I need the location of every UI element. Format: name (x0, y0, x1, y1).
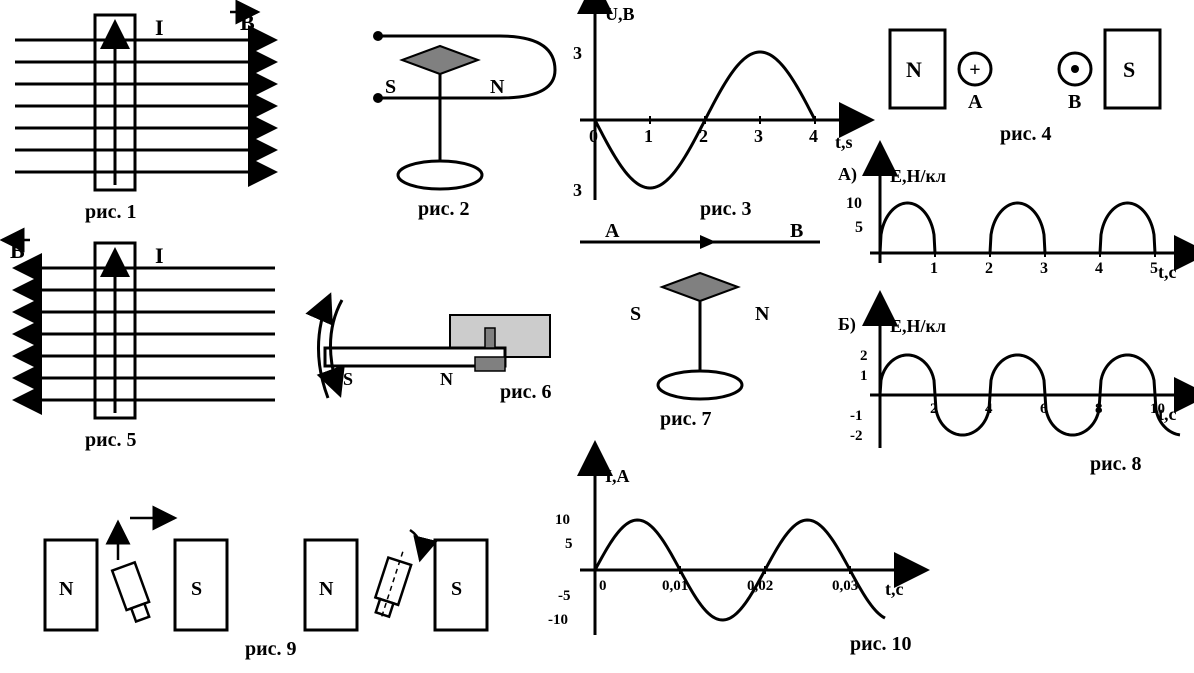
fig4-caption: рис. 4 (1000, 123, 1052, 145)
fig8B-yt-n1: -1 (850, 408, 863, 424)
svg-text:4: 4 (1095, 260, 1103, 277)
fig8A-yt-5: 5 (855, 219, 863, 236)
fig7-S-label: S (630, 303, 641, 325)
fig10-yt-n5: -5 (558, 588, 571, 604)
fig2-wire-loop (378, 36, 555, 98)
fig4-N-label: N (906, 57, 922, 82)
fig5-I-label: I (155, 243, 164, 268)
fig2-compass-base (398, 161, 482, 189)
fig5: I B рис. 5 (2, 238, 275, 451)
fig4: N S + A B рис. 4 (890, 30, 1160, 145)
fig9-R-S-label: S (451, 578, 462, 600)
svg-text:3: 3 (754, 126, 763, 146)
fig10-caption: рис. 10 (850, 633, 912, 655)
fig10-yt-5: 5 (565, 536, 573, 552)
fig4-A-label: A (968, 91, 983, 113)
fig3-caption: рис. 3 (700, 198, 752, 220)
fig6-slot (485, 328, 495, 348)
fig7-wire-arrowhead (700, 235, 716, 249)
fig7-N-label: N (755, 303, 770, 325)
fig2-compass-needle (402, 46, 478, 74)
fig10-yt-n10: -10 (548, 612, 568, 628)
svg-text:0: 0 (589, 126, 598, 146)
fig1: I B рис. 1 (15, 10, 275, 223)
fig10: I,A t,с 00,010,020,03 5 10 -5 -10 рис. 1… (548, 466, 912, 655)
fig7-compass-base (658, 371, 742, 399)
fig5-caption: рис. 5 (85, 429, 137, 451)
fig10-yt-10: 10 (555, 512, 570, 528)
svg-text:4: 4 (809, 126, 818, 146)
fig8A-tag: А) (838, 164, 857, 185)
fig3-y-tick-dn: 3 (573, 180, 582, 200)
fig9-R-N-label: N (319, 578, 334, 600)
fig7-B-label: B (790, 220, 803, 242)
fig6-N-label: N (440, 369, 453, 389)
fig4-B-label: B (1068, 91, 1081, 113)
fig8A-y-label: Е,Н/кл (890, 166, 946, 186)
fig8B-y-label: Е,Н/кл (890, 316, 946, 336)
fig8B-yt-2: 2 (860, 348, 868, 364)
fig3: U,B t,s 01234 3 3 рис. 3 (573, 4, 853, 220)
fig2-N-label: N (490, 76, 505, 98)
fig8-panel-B: Б) Е,Н/кл t,с 246810 1 2 -1 -2 рис. 8 (838, 314, 1180, 475)
fig8A-wave (880, 203, 1180, 253)
fig4-S-label: S (1123, 57, 1135, 82)
fig9-caption: рис. 9 (245, 638, 297, 660)
fig3-y-tick-up: 3 (573, 43, 582, 63)
svg-text:1: 1 (644, 126, 653, 146)
fig5-B-label: B (10, 238, 25, 263)
fig7-A-label: A (605, 220, 620, 242)
fig10-y-label: I,A (605, 466, 630, 486)
fig7: A B S N рис. 7 (580, 220, 820, 430)
fig8A-yt-10: 10 (846, 195, 862, 212)
fig2-caption: рис. 2 (418, 198, 470, 220)
fig6-S-label: S (343, 369, 353, 389)
fig9-R-arrow-rot (410, 530, 421, 560)
fig9-L-coil (112, 562, 154, 623)
fig8-panel-A: А) Е,Н/кл t,с 1 2 3 4 5 5 10 (838, 164, 1180, 282)
svg-text:2: 2 (985, 260, 993, 277)
fig1-caption: рис. 1 (85, 201, 137, 223)
fig4-wire-A-cross: + (969, 59, 980, 81)
fig2-S-label: S (385, 76, 396, 98)
fig8-caption: рис. 8 (1090, 453, 1142, 475)
fig4-wire-B-dot (1071, 65, 1079, 73)
fig8B-yt-1: 1 (860, 368, 868, 384)
fig3-y-label: U,B (605, 4, 635, 24)
fig1-field-lines (15, 40, 275, 172)
fig3-x-label: t,s (835, 132, 853, 152)
fig10-x-label: t,с (885, 579, 903, 599)
fig1-I-label: I (155, 15, 164, 40)
fig7-caption: рис. 7 (660, 408, 712, 430)
fig8B-yt-n2: -2 (850, 428, 863, 444)
svg-text:3: 3 (1040, 260, 1048, 277)
fig9-L-N-label: N (59, 578, 74, 600)
svg-text:1: 1 (930, 260, 938, 277)
fig5-field-lines (15, 268, 275, 400)
fig2-terminal-bottom (373, 93, 383, 103)
fig9-R-coil (369, 548, 414, 624)
fig2: S N рис. 2 (373, 31, 555, 220)
fig1-B-label: B (240, 10, 255, 35)
fig8B-tag: Б) (838, 314, 856, 335)
fig6: S N рис. 6 (318, 295, 551, 403)
fig8A-x-label: t,с (1158, 262, 1176, 282)
fig6-leg (475, 357, 505, 371)
svg-text:5: 5 (1150, 260, 1158, 277)
fig7-compass-needle (662, 273, 738, 301)
fig9: N S N S рис. 9 (45, 518, 487, 660)
diagram-canvas: I B рис. 1 I B рис. 5 S N рис. 2 U,B t,s… (0, 0, 1194, 673)
svg-text:0: 0 (599, 578, 607, 594)
fig9-L-S-label: S (191, 578, 202, 600)
fig6-caption: рис. 6 (500, 381, 552, 403)
